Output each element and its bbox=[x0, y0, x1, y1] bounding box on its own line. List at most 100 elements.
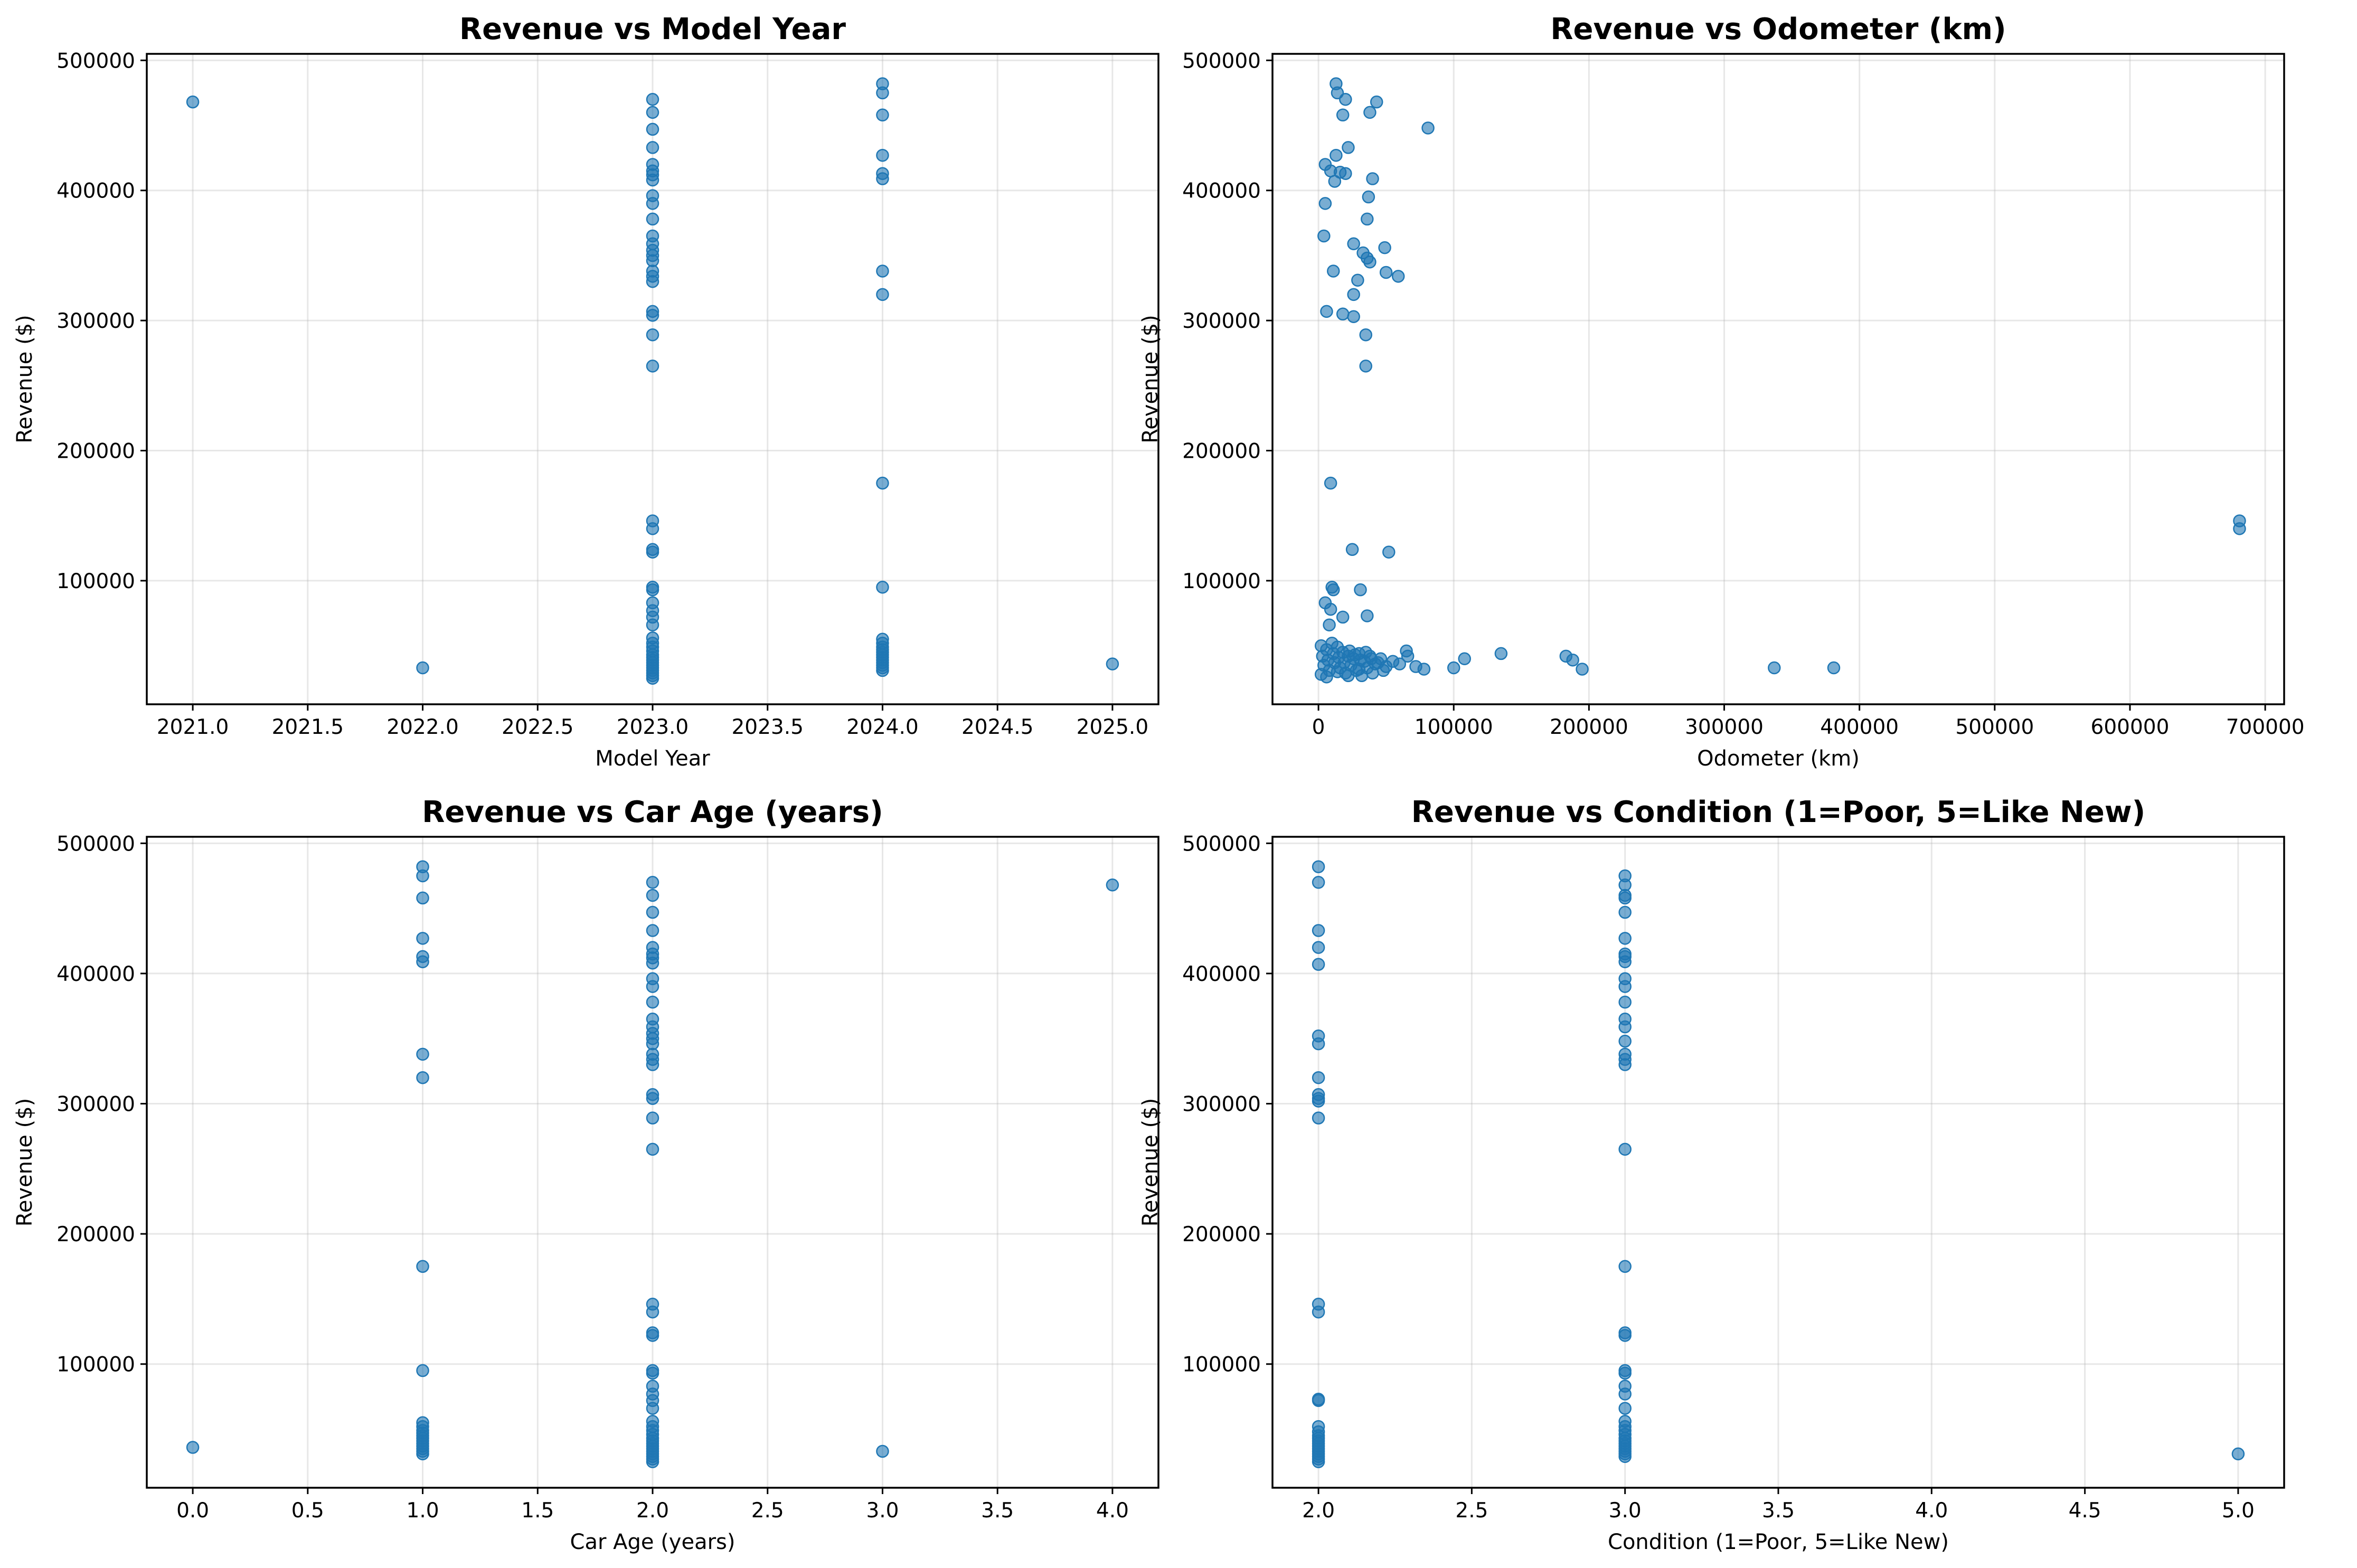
x-tick-label: 500000 bbox=[1955, 715, 2034, 739]
x-tick-label: 4.0 bbox=[1915, 1499, 1948, 1523]
data-point bbox=[1339, 92, 1352, 106]
y-axis-label: Revenue ($) bbox=[13, 315, 37, 443]
data-point bbox=[1320, 305, 1333, 318]
data-point bbox=[876, 172, 889, 185]
data-point bbox=[646, 275, 659, 288]
x-tick-label: 2021.0 bbox=[157, 715, 229, 739]
data-point bbox=[646, 1329, 659, 1342]
data-point bbox=[1576, 663, 1589, 676]
data-point bbox=[646, 1111, 659, 1125]
data-point bbox=[646, 905, 659, 919]
data-point bbox=[1618, 932, 1632, 945]
data-point bbox=[646, 924, 659, 937]
data-point bbox=[646, 956, 659, 970]
data-point bbox=[1312, 860, 1325, 873]
data-point bbox=[1377, 664, 1390, 677]
data-point bbox=[1327, 583, 1340, 597]
data-point bbox=[1312, 924, 1325, 937]
y-tick-label: 300000 bbox=[56, 1093, 135, 1117]
data-point bbox=[876, 1444, 889, 1458]
y-axis-label: Revenue ($) bbox=[13, 1098, 37, 1227]
data-point bbox=[1312, 876, 1325, 889]
data-point bbox=[1618, 1058, 1632, 1071]
data-point bbox=[1359, 328, 1372, 342]
data-point bbox=[416, 869, 429, 883]
data-point bbox=[1359, 360, 1372, 373]
data-point bbox=[1318, 197, 1332, 210]
subplot-3: 0.0 0.5 1.0 1.5 2.0 2.5 3.0 3.5 4.0 100000 200000 3… bbox=[13, 795, 1159, 1554]
data-point bbox=[186, 1441, 200, 1454]
data-point bbox=[1106, 657, 1119, 670]
data-point bbox=[416, 1047, 429, 1061]
x-axis-label: Model Year bbox=[595, 747, 710, 771]
data-point bbox=[876, 580, 889, 594]
x-axis-label: Condition (1=Poor, 5=Like New) bbox=[1608, 1530, 1949, 1554]
data-point bbox=[1447, 661, 1460, 675]
data-point bbox=[1345, 543, 1359, 556]
data-point bbox=[1312, 1037, 1325, 1051]
data-point bbox=[646, 1092, 659, 1105]
data-point bbox=[1363, 106, 1377, 119]
data-point bbox=[1566, 653, 1579, 667]
x-tick-label: 3.5 bbox=[981, 1499, 1014, 1523]
data-point bbox=[876, 108, 889, 122]
data-point bbox=[1342, 141, 1355, 154]
x-tick-label: 4.0 bbox=[1096, 1499, 1129, 1523]
data-point bbox=[1312, 941, 1325, 954]
data-point bbox=[1618, 891, 1632, 905]
data-point bbox=[1337, 656, 1351, 669]
data-point bbox=[1362, 190, 1375, 204]
x-tick-label: 600000 bbox=[2091, 715, 2170, 739]
data-point bbox=[876, 476, 889, 490]
x-tick-label: 300000 bbox=[1685, 715, 1764, 739]
data-point bbox=[1618, 905, 1632, 919]
data-point bbox=[1312, 1111, 1325, 1125]
x-axis-label: Odometer (km) bbox=[1697, 747, 1860, 771]
x-tick-label: 3.0 bbox=[1609, 1499, 1642, 1523]
data-point bbox=[1378, 241, 1391, 254]
data-point bbox=[1370, 95, 1383, 109]
data-point bbox=[1391, 270, 1405, 283]
data-point bbox=[1324, 476, 1337, 490]
chart-title: Revenue vs Car Age (years) bbox=[422, 795, 883, 829]
x-tick-label: 100000 bbox=[1415, 715, 1493, 739]
data-point bbox=[646, 1402, 659, 1415]
x-tick-label: 2021.5 bbox=[272, 715, 344, 739]
data-point bbox=[1618, 1329, 1632, 1342]
data-point bbox=[1342, 669, 1355, 683]
data-point bbox=[646, 1366, 659, 1380]
data-point bbox=[1312, 1455, 1325, 1468]
data-point bbox=[1400, 644, 1413, 658]
data-point bbox=[416, 1364, 429, 1377]
subplot-1: 2021.0 2021.5 2022.0 2022.5 2023.0 2023.5 2024… bbox=[13, 12, 1159, 771]
subplot-4: 2.0 2.5 3.0 3.5 4.0 4.5 5.0 100000 200000 300000 4… bbox=[1138, 795, 2285, 1554]
y-tick-label: 100000 bbox=[56, 1353, 135, 1377]
data-point bbox=[1347, 310, 1360, 323]
data-point bbox=[1352, 663, 1366, 676]
x-tick-label: 2023.0 bbox=[617, 715, 689, 739]
data-point bbox=[1379, 266, 1393, 279]
chart-title: Revenue vs Condition (1=Poor, 5=Like New… bbox=[1411, 795, 2145, 829]
data-point bbox=[1351, 273, 1364, 287]
data-point bbox=[1324, 602, 1337, 616]
x-tick-label: 700000 bbox=[2226, 715, 2305, 739]
data-point bbox=[1312, 1305, 1325, 1319]
y-tick-label: 100000 bbox=[1182, 570, 1261, 593]
data-point bbox=[646, 309, 659, 322]
x-tick-label: 1.5 bbox=[521, 1499, 554, 1523]
data-point bbox=[416, 1260, 429, 1273]
data-point bbox=[646, 618, 659, 631]
y-tick-label: 400000 bbox=[56, 180, 135, 203]
data-point bbox=[1768, 661, 1781, 675]
data-point bbox=[1618, 1450, 1632, 1463]
y-tick-label: 200000 bbox=[1182, 440, 1261, 464]
x-axis-label: Car Age (years) bbox=[570, 1530, 736, 1554]
x-tick-label: 2.5 bbox=[751, 1499, 784, 1523]
data-point bbox=[1312, 1094, 1325, 1108]
y-tick-label: 300000 bbox=[1182, 309, 1261, 333]
x-tick-label: 5.0 bbox=[2222, 1499, 2255, 1523]
x-tick-label: 2.0 bbox=[1302, 1499, 1335, 1523]
chart-title: Revenue vs Odometer (km) bbox=[1550, 12, 2006, 46]
data-point bbox=[646, 328, 659, 342]
